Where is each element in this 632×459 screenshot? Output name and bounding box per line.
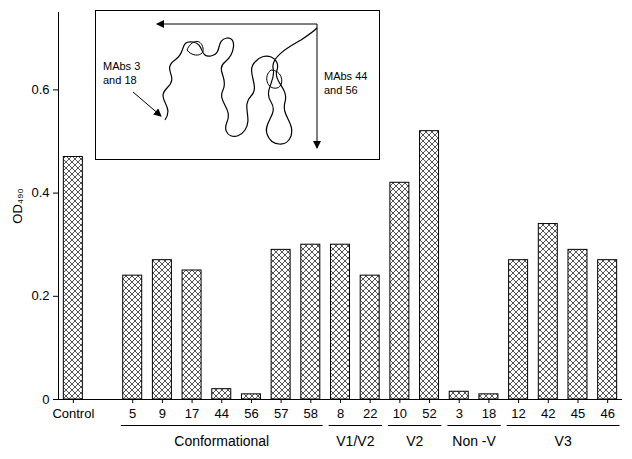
svg-text:12: 12 — [511, 406, 525, 421]
svg-text:Non -V: Non -V — [452, 433, 496, 449]
svg-text:V2: V2 — [406, 433, 423, 449]
svg-text:8: 8 — [337, 406, 344, 421]
svg-text:OD₄₉₀: OD₄₉₀ — [10, 188, 25, 223]
svg-text:9: 9 — [159, 406, 166, 421]
svg-text:56: 56 — [244, 406, 258, 421]
svg-text:3: 3 — [456, 406, 463, 421]
svg-text:0: 0 — [42, 392, 49, 407]
svg-text:44: 44 — [215, 406, 229, 421]
svg-text:MAbs 3: MAbs 3 — [103, 60, 140, 72]
svg-text:and 56: and 56 — [324, 84, 358, 96]
svg-text:58: 58 — [304, 406, 318, 421]
svg-text:V3: V3 — [555, 433, 572, 449]
svg-text:V1/V2: V1/V2 — [336, 433, 374, 449]
svg-text:0.6: 0.6 — [31, 82, 49, 97]
svg-text:Conformational: Conformational — [174, 433, 269, 449]
svg-text:17: 17 — [185, 406, 199, 421]
svg-text:18: 18 — [482, 406, 496, 421]
svg-text:MAbs 44: MAbs 44 — [324, 70, 367, 82]
svg-text:46: 46 — [600, 406, 614, 421]
svg-text:0.4: 0.4 — [31, 185, 49, 200]
svg-text:and 18: and 18 — [103, 74, 137, 86]
svg-text:42: 42 — [541, 406, 555, 421]
svg-text:52: 52 — [422, 406, 436, 421]
svg-text:45: 45 — [571, 406, 585, 421]
svg-text:Control: Control — [52, 406, 94, 421]
svg-text:0.2: 0.2 — [31, 288, 49, 303]
svg-text:57: 57 — [274, 406, 288, 421]
svg-text:22: 22 — [363, 406, 377, 421]
svg-text:5: 5 — [129, 406, 136, 421]
svg-text:10: 10 — [393, 406, 407, 421]
